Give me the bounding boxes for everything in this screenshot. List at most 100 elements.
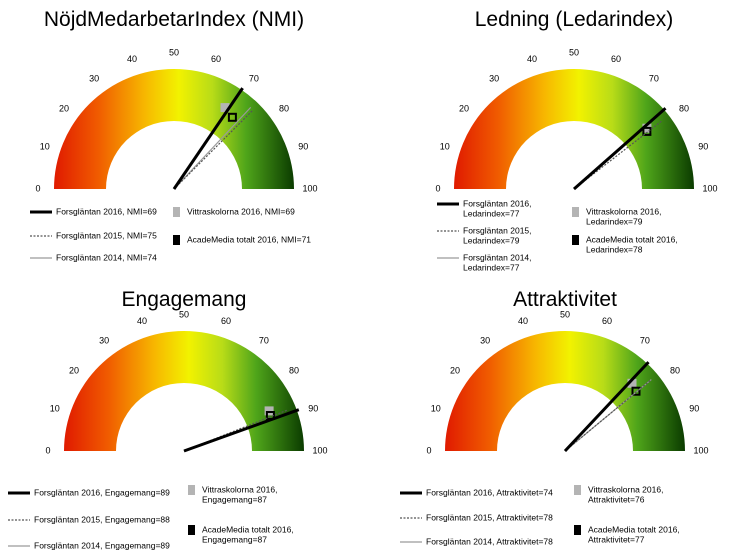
tick-label: 80	[289, 365, 299, 375]
tick-label: 70	[640, 335, 650, 345]
needle-forsgl-ntan-2015	[173, 109, 254, 190]
legend-label: Forsgläntan 2014, NMI=74	[56, 252, 157, 262]
legend-swatch-academedia	[173, 235, 180, 245]
gauge-band	[454, 69, 694, 189]
tick-label: 30	[480, 335, 490, 345]
tick-label: 10	[50, 403, 60, 413]
legend-label: Vittraskolorna 2016, NMI=69	[187, 206, 295, 216]
tick-label: 60	[221, 316, 231, 326]
legend-label: Forsgläntan 2016, Attraktivitet=74	[426, 487, 553, 497]
tick-label: 40	[127, 54, 137, 64]
legend-swatch-vittraskolorna	[572, 207, 579, 217]
legend-label: Attraktivitet=76	[588, 494, 645, 504]
tick-label: 50	[169, 47, 179, 57]
legend-label: Forsgläntan 2016, NMI=69	[56, 206, 157, 216]
marker-academedia	[631, 386, 641, 396]
gauge-1: NöjdMedarbetarIndex (NMI) 0 10 20 30 40 50 60 70…	[30, 8, 318, 262]
tick-label: 70	[649, 73, 659, 83]
legend-label: Ledarindex=77	[463, 208, 520, 218]
tick-label: 100	[702, 183, 717, 193]
tick-label: 90	[689, 403, 699, 413]
tick-label: 70	[249, 73, 259, 83]
legend-label: Forsgläntan 2015, Attraktivitet=78	[426, 512, 553, 522]
legend-label: Forsgläntan 2014,	[463, 252, 532, 262]
gauge-4: Attraktivitet 0 10 20 30 40 50 60 70 80 90 100 Forsg…	[400, 288, 709, 546]
legend-label: Ledarindex=77	[463, 262, 520, 272]
legend-label: Attraktivitet=77	[588, 534, 645, 544]
marker-academedia	[227, 112, 237, 122]
tick-label: 0	[35, 183, 40, 193]
tick-label: 10	[40, 141, 50, 151]
legend-label: AcadeMedia totalt 2016,	[588, 524, 680, 534]
legend-label: Ledarindex=79	[463, 235, 520, 245]
legend-label: AcadeMedia totalt 2016,	[586, 234, 678, 244]
legend-swatch-vittraskolorna	[188, 485, 195, 495]
chart-title: Attraktivitet	[513, 288, 617, 311]
legend-swatch-vittraskolorna	[173, 207, 180, 217]
legend-swatch-vittraskolorna	[574, 485, 581, 495]
tick-label: 80	[670, 365, 680, 375]
tick-label: 90	[698, 141, 708, 151]
tick-label: 20	[69, 365, 79, 375]
legend-label: AcadeMedia totalt 2016, NMI=71	[187, 234, 311, 244]
legend-label: AcadeMedia totalt 2016,	[202, 524, 294, 534]
tick-label: 40	[137, 316, 147, 326]
tick-label: 60	[602, 316, 612, 326]
legend-label: Forsgläntan 2015, Engagemang=88	[34, 514, 170, 524]
tick-label: 50	[569, 47, 579, 57]
tick-label: 20	[59, 103, 69, 113]
chart-title: Engagemang	[122, 288, 247, 311]
legend-label: Vittraskolorna 2016,	[586, 206, 661, 216]
gauge-3: Engagemang 0 10 20 30 40 50 60 70 80 90 100 Forsglän…	[8, 288, 328, 550]
tick-label: 40	[518, 316, 528, 326]
legend-swatch-academedia	[574, 525, 581, 535]
legend-label: Engagemang=87	[202, 534, 267, 544]
tick-label: 100	[302, 183, 317, 193]
legend-label: Ledarindex=78	[586, 244, 643, 254]
chart-title: Ledning (Ledarindex)	[475, 8, 673, 31]
legend-label: Engagemang=87	[202, 494, 267, 504]
legend-label: Forsgläntan 2014, Engagemang=89	[34, 540, 170, 550]
gauge-band	[54, 69, 294, 189]
legend-swatch-academedia	[572, 235, 579, 245]
legend-label: Forsgläntan 2016, Engagemang=89	[34, 487, 170, 497]
tick-label: 60	[211, 54, 221, 64]
tick-label: 90	[298, 141, 308, 151]
tick-label: 10	[431, 403, 441, 413]
needle-forsgl-ntan-2015	[564, 379, 652, 452]
needle-forsgl-ntan-2016	[573, 107, 667, 191]
chart-title: NöjdMedarbetarIndex (NMI)	[44, 8, 304, 31]
gauge-band	[64, 331, 304, 451]
tick-label: 60	[611, 54, 621, 64]
legend-label: Vittraskolorna 2016,	[588, 484, 663, 494]
legend-label: Forsgläntan 2014, Attraktivitet=78	[426, 536, 553, 546]
legend-label: Forsgläntan 2016,	[463, 198, 532, 208]
legend-label: Forsgläntan 2015,	[463, 225, 532, 235]
legend-label: Vittraskolorna 2016,	[202, 484, 277, 494]
tick-label: 40	[527, 54, 537, 64]
marker-vittraskolorna	[264, 406, 274, 416]
tick-label: 50	[179, 309, 189, 319]
tick-label: 50	[560, 309, 570, 319]
tick-label: 0	[435, 183, 440, 193]
tick-label: 30	[99, 335, 109, 345]
tick-label: 20	[450, 365, 460, 375]
tick-label: 30	[489, 73, 499, 83]
marker-academedia	[642, 126, 652, 136]
legend-swatch-academedia	[188, 525, 195, 535]
tick-label: 100	[312, 445, 327, 455]
needle-forsgl-ntan-2016	[563, 361, 650, 453]
tick-label: 100	[693, 445, 708, 455]
marker-vittraskolorna	[220, 103, 230, 113]
gauge-band	[445, 331, 685, 451]
tick-label: 0	[426, 445, 431, 455]
tick-label: 80	[679, 103, 689, 113]
needle-forsgl-ntan-2016	[183, 408, 300, 453]
tick-label: 90	[308, 403, 318, 413]
marker-vittraskolorna	[627, 378, 637, 388]
tick-label: 10	[440, 141, 450, 151]
tick-label: 0	[45, 445, 50, 455]
legend-label: Forsgläntan 2015, NMI=75	[56, 230, 157, 240]
legend-label: Ledarindex=79	[586, 216, 643, 226]
